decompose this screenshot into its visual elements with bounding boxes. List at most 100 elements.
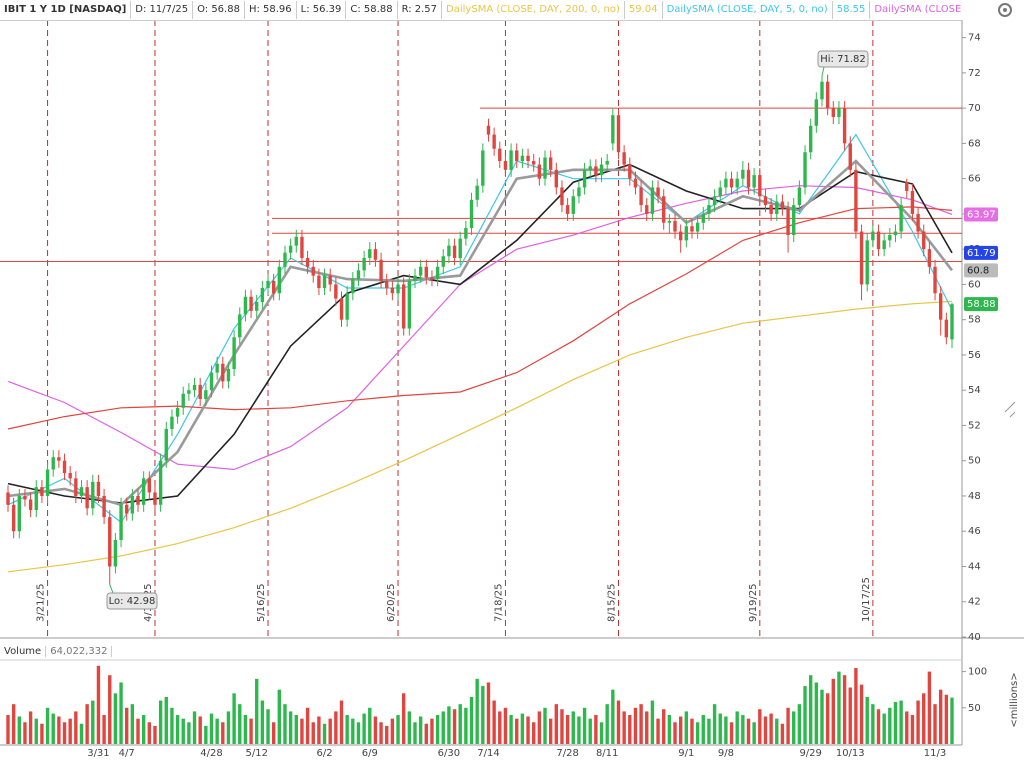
candle-body bbox=[871, 231, 875, 241]
candle-body bbox=[51, 457, 55, 470]
volume-bar bbox=[283, 704, 287, 744]
volume-header: Volume 64,022,332 bbox=[0, 643, 113, 660]
volume-bar bbox=[311, 722, 315, 744]
volume-bar bbox=[486, 682, 491, 744]
candle-body bbox=[334, 284, 338, 299]
volume-bar bbox=[814, 682, 819, 744]
candle-body bbox=[368, 249, 372, 258]
volume-bar bbox=[130, 704, 135, 744]
candle-body bbox=[910, 190, 915, 214]
volume-bar bbox=[859, 684, 864, 744]
volume-bar bbox=[922, 693, 926, 744]
annotation-leader bbox=[109, 584, 114, 594]
annotation-box bbox=[817, 50, 869, 68]
volume-bar bbox=[746, 718, 751, 744]
volume-bar bbox=[96, 665, 101, 744]
volume-bar bbox=[475, 678, 479, 744]
candle-body bbox=[413, 275, 417, 281]
legend-value: 59.04 bbox=[625, 1, 663, 19]
volume-bar bbox=[588, 718, 592, 744]
volume-bar bbox=[441, 711, 445, 744]
y-tick-label: 48 bbox=[968, 491, 981, 502]
volume-bar bbox=[243, 715, 248, 744]
y-tick-label: 42 bbox=[968, 597, 981, 608]
candle-body bbox=[435, 266, 440, 280]
candle-body bbox=[187, 390, 191, 394]
candle-body bbox=[803, 152, 807, 188]
x-tick-label: 11/3 bbox=[924, 748, 946, 759]
volume-bar bbox=[662, 709, 666, 744]
date-label: 10/17/25 bbox=[861, 577, 872, 622]
candle-body bbox=[418, 266, 423, 276]
candle-body bbox=[108, 517, 112, 567]
candle-body bbox=[792, 205, 796, 236]
candle-body bbox=[758, 175, 762, 197]
volume-bar bbox=[582, 707, 587, 744]
candle-body bbox=[401, 284, 406, 329]
candle-body bbox=[294, 236, 298, 246]
volume-bar bbox=[695, 722, 700, 744]
candle-body bbox=[407, 280, 412, 329]
candle-body bbox=[741, 169, 745, 179]
volume-readout: 64,022,332 bbox=[46, 646, 113, 657]
volume-bar bbox=[673, 722, 677, 744]
candle-body bbox=[808, 125, 813, 153]
candle-body bbox=[701, 213, 705, 223]
candle-body bbox=[45, 469, 50, 496]
volume-bar bbox=[594, 715, 598, 744]
volume-bar bbox=[141, 715, 146, 744]
x-tick-label: 6/9 bbox=[362, 748, 378, 759]
moving-average bbox=[7, 300, 953, 573]
volume-bar bbox=[51, 713, 55, 744]
volume-bar bbox=[871, 704, 875, 744]
candle-body bbox=[441, 256, 445, 267]
volume-bar bbox=[74, 711, 78, 744]
y-tick-label: 46 bbox=[968, 526, 981, 537]
volume-bar bbox=[113, 693, 118, 744]
candle-body bbox=[729, 178, 734, 188]
candle-body bbox=[656, 187, 660, 197]
candle-body bbox=[814, 99, 819, 126]
candle-body bbox=[23, 495, 27, 500]
volume-bar bbox=[758, 709, 762, 744]
x-tick-label: 9/8 bbox=[718, 748, 734, 759]
candle-body bbox=[820, 81, 824, 100]
settings-icon[interactable] bbox=[998, 3, 1012, 17]
date-label: 9/19/25 bbox=[748, 583, 759, 622]
candle-body bbox=[147, 478, 152, 493]
candle-body bbox=[707, 205, 711, 214]
candle-body bbox=[215, 363, 219, 373]
candle-body bbox=[673, 220, 677, 232]
volume-bar bbox=[938, 689, 943, 744]
volume-bar bbox=[622, 711, 626, 744]
volume-bar bbox=[808, 675, 813, 744]
annotation-leader bbox=[821, 66, 825, 77]
volume-bar bbox=[356, 722, 361, 744]
candle-body bbox=[379, 259, 383, 281]
volume-bar bbox=[509, 715, 513, 744]
volume-bar bbox=[79, 723, 84, 744]
candle-body bbox=[396, 284, 400, 294]
volume-bar bbox=[712, 704, 717, 744]
volume-bar bbox=[775, 718, 779, 744]
volume-bar bbox=[209, 713, 214, 744]
candle-body bbox=[616, 115, 621, 153]
volume-bar bbox=[435, 715, 440, 744]
candle-body bbox=[667, 220, 672, 223]
candle-body bbox=[57, 457, 61, 461]
candle-body bbox=[373, 249, 378, 260]
candle-body bbox=[695, 222, 700, 232]
volume-bar bbox=[616, 700, 621, 744]
candle-body bbox=[509, 150, 513, 170]
y-tick-label: 44 bbox=[968, 561, 981, 572]
volume-bar bbox=[537, 711, 542, 744]
volume-bar bbox=[418, 716, 423, 744]
volume-bar bbox=[458, 704, 462, 744]
y-tick-label: 74 bbox=[968, 33, 981, 44]
volume-bar bbox=[175, 715, 180, 744]
volume-bar bbox=[373, 716, 378, 744]
volume-bar bbox=[164, 696, 168, 744]
volume-bar bbox=[385, 725, 389, 744]
volume-bar bbox=[927, 671, 932, 744]
